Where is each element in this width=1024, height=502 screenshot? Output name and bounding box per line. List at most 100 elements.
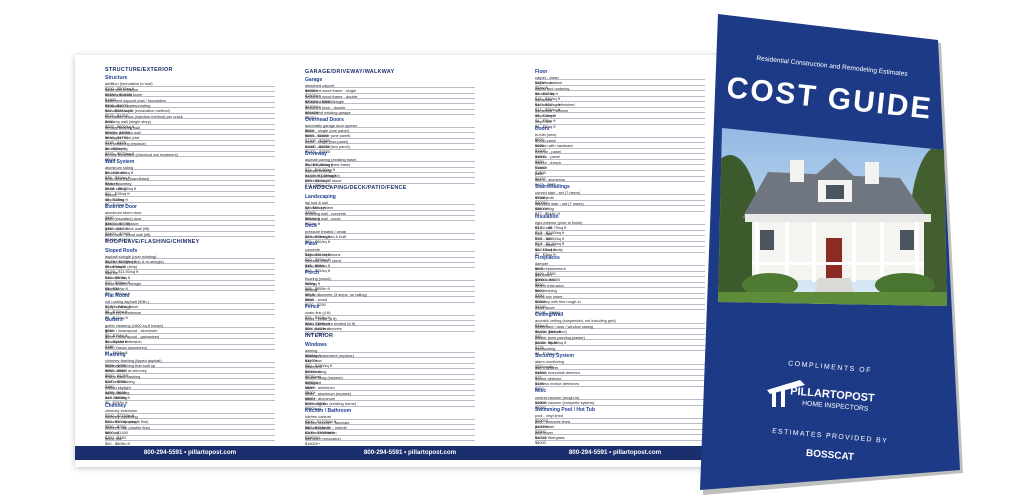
item-name: exterior - panel (535, 148, 561, 154)
item-price: $20 - $120/course (105, 418, 137, 424)
item-price: $3 - $5/sq ft (305, 204, 326, 210)
item-name: bi-fold panel (535, 137, 557, 143)
item-name: slider - aluminum (305, 385, 335, 391)
item-name: awning / casement (replace) (305, 353, 354, 359)
footer-contact: 800-294-5591 • pillartopost.com (363, 449, 457, 456)
item-name: wood stove (535, 304, 555, 310)
item-name: aluminum storm door (105, 210, 142, 216)
item-name: vent flashing (105, 395, 127, 401)
group-title: Porch (305, 270, 320, 277)
item-name: custom designed & built (305, 234, 347, 240)
item-name: remove bearing wall (105, 124, 140, 130)
item-price: $18 - $25/sq ft (305, 268, 330, 274)
item-price: $600 (535, 287, 544, 293)
item-price: $35000+ (305, 435, 321, 441)
group-title: Structure (105, 75, 128, 82)
item-price: $3000 - $7500 (105, 129, 131, 135)
cost-row: slate tile $20 - $45/sq ft (105, 286, 275, 296)
item-name: roof vent flashing (105, 379, 135, 385)
item-name: wood - single (two panel) (305, 138, 349, 144)
item-name: pool heater (535, 424, 555, 430)
item-name: detached brick - single (305, 99, 344, 105)
item-price: $1800 (535, 170, 546, 176)
item-name: flagstone / fieldstone (305, 252, 341, 258)
item-name: concrete tile (105, 275, 126, 281)
item-price: $8 - $15/sq ft (535, 350, 558, 356)
item-price: $2.50 - $5.25/sq ft (105, 185, 137, 191)
cost-row: custom designed & built $35 - $60/sq ft (305, 234, 475, 244)
item-name: vinyl - sheet (535, 113, 556, 119)
item-name: alarm monitoring (535, 359, 564, 365)
item-price: $2200 (105, 156, 116, 162)
item-price: $200 - $350 (105, 378, 126, 384)
cost-row: slider - aluminum $500+ (305, 385, 475, 395)
item-name: gutter / downspout - galvanized (105, 333, 160, 339)
item-name: lay sod & soil (305, 199, 328, 205)
item-name: double hung (replace) (305, 374, 343, 380)
item-name: masonry wall (single story) (105, 119, 152, 125)
item-price: $6 - $9/sq ft (105, 145, 126, 151)
item-price: $11 - $15/sq ft (105, 191, 130, 197)
cost-row: detached carport $6250+ (305, 83, 475, 93)
cost-row: underpinning $325 - $575/sq ft (105, 146, 275, 156)
cost-row: gutter cleaning (1600 sq ft house) $250 (105, 323, 275, 333)
item-name: detached wood frame - single (305, 88, 357, 94)
cost-row: automatic garage door opener $525 (305, 123, 475, 133)
cost-row: chimney extension $100 - $275/lin ft (105, 408, 275, 418)
item-price: $5 - $6/sq ft (105, 263, 126, 269)
cost-row: storm - aluminum $250 - $600 (305, 396, 475, 406)
item-name: roll roofing asphalt (90lb.) (105, 299, 149, 305)
item-price: $2 - $3/sq ft (535, 252, 556, 258)
item-name: pressure treated / cedar (305, 228, 347, 234)
item-price: $525 - $1300 (105, 113, 128, 119)
item-price: $345 - $475 (105, 140, 126, 146)
cost-row: central vacuum (complete system) $2500 (535, 400, 705, 410)
cost-row: plaster (new painting plaster) $4.50 - $8… (535, 335, 705, 345)
group-title: Misc (535, 388, 547, 395)
item-name: wood shake / shingle (105, 280, 142, 286)
item-name: vinyl siding (105, 197, 125, 203)
group-title: Insulation (535, 213, 559, 220)
group-title: Exterior Door (105, 204, 137, 211)
item-price: $1.25 - $1.50/sq ft (305, 172, 337, 178)
cost-row: patio door - wood wall (lift) $2100 - $31… (105, 232, 275, 242)
cost-row: gutter / downspout - galvanized $5 - $14/… (105, 333, 275, 344)
item-name: slider - aluminum (replace) (305, 390, 352, 396)
item-price: $100 - $275/lin ft (105, 413, 134, 419)
cost-row: wood shake / shingle $9 - $12/sq ft (105, 280, 275, 291)
item-name: chimney extension (105, 408, 138, 414)
item-price: $16000+ (305, 440, 321, 446)
cost-row: railing $45 - $65/lin ft (305, 281, 475, 291)
cost-row: carpet - outdoor $5/sq ft (535, 80, 705, 90)
cost-row: brick cleaning (sandblast) $3/sq ft (105, 176, 275, 186)
item-price: $20 - $45/sq ft (105, 291, 130, 297)
item-price: $1.5 - $2.50/sq ft (535, 235, 565, 241)
cost-row: wainscoting $8 - $15/sq ft (535, 346, 705, 356)
item-name: basement support post / foundation (105, 97, 166, 103)
section-title: GARAGE/DRIVEWAY/WALKWAY (305, 68, 395, 75)
item-price: $1.5 - $2.50/sq ft (535, 241, 565, 247)
cost-row: detached brick - single $22000+ (305, 99, 475, 109)
cost-row: vinyl siding $6 - $11/sq ft (105, 197, 275, 207)
cost-row: reseal stack flashing $200 - $350 (105, 374, 275, 384)
item-price: $14 - $28/sq ft (535, 107, 560, 113)
cost-row: gas insert $2600 - $4500 (535, 272, 705, 282)
item-name: brick repointing (105, 180, 132, 186)
item-name: asphalt shingle (over existing) (105, 253, 157, 259)
item-price: $525 (305, 127, 314, 133)
item-price: $1100+ (305, 358, 318, 364)
item-name: cedar siding (105, 186, 126, 192)
cost-row: downspout extension $150 (105, 339, 275, 349)
item-name: central vacuum (rough-in) (535, 394, 580, 400)
cost-row: awning $585/unit (305, 348, 475, 358)
cost-row: kitchen counter - marble $100 - $200/lin … (305, 425, 475, 435)
cost-row: roof sheathing (replace) $6 - $9/sq ft (105, 141, 275, 151)
cost-row: concrete $18 - $23/sq ft (305, 247, 475, 257)
cost-row: awning / casement (replace) $1100+ (305, 353, 475, 363)
cost-row: brick replacement $400 - $750 (535, 266, 705, 276)
item-price: $475 - $625 (105, 389, 126, 395)
item-name: chimney flashing that built up (105, 362, 156, 368)
cost-row: pool - concrete lined $45000 (535, 419, 705, 429)
